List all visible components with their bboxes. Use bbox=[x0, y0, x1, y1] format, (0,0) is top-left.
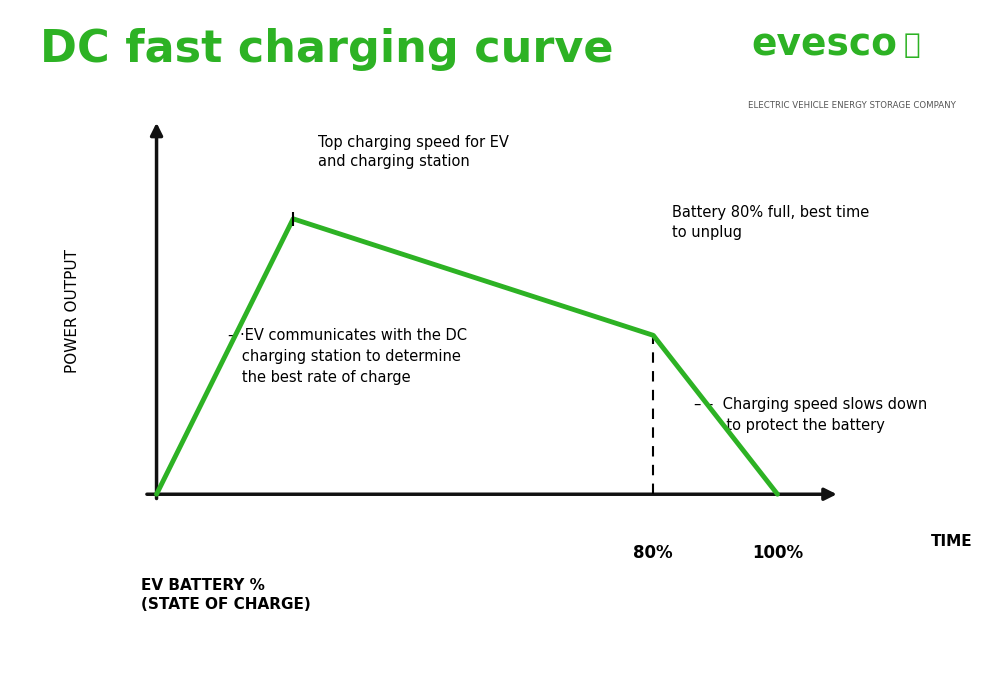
Text: – –  Charging speed slows down
       to protect the battery: – – Charging speed slows down to protect… bbox=[694, 396, 927, 433]
Text: ⏻: ⏻ bbox=[904, 31, 921, 59]
Text: ELECTRIC VEHICLE ENERGY STORAGE COMPANY: ELECTRIC VEHICLE ENERGY STORAGE COMPANY bbox=[748, 101, 955, 110]
Text: POWER OUTPUT: POWER OUTPUT bbox=[64, 248, 80, 373]
Text: Top charging speed for EV
and charging station: Top charging speed for EV and charging s… bbox=[318, 135, 509, 170]
Text: evesco: evesco bbox=[751, 28, 897, 64]
Text: TIME: TIME bbox=[932, 534, 973, 549]
Text: EV BATTERY %
(STATE OF CHARGE): EV BATTERY % (STATE OF CHARGE) bbox=[140, 577, 310, 612]
Text: 100%: 100% bbox=[752, 544, 803, 562]
Text: 80%: 80% bbox=[633, 544, 673, 562]
Text: DC fast charging curve: DC fast charging curve bbox=[40, 28, 613, 71]
Text: Battery 80% full, best time
to unplug: Battery 80% full, best time to unplug bbox=[672, 205, 869, 240]
Text: – ·EV communicates with the DC
   charging station to determine
   the best rate: – ·EV communicates with the DC charging … bbox=[228, 328, 467, 385]
